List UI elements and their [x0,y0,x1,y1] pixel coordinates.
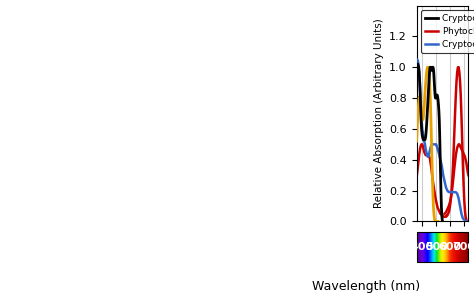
Text: 700: 700 [453,242,474,252]
Text: 600: 600 [438,242,462,252]
Y-axis label: Relative Absorption (Arbitrary Units): Relative Absorption (Arbitrary Units) [374,18,383,208]
Text: Wavelength (nm): Wavelength (nm) [312,280,420,293]
Text: 500: 500 [425,242,447,252]
Text: 400: 400 [410,242,434,252]
Bar [417,232,468,262]
Legend: Cryptochrome FAD, Phytochrome P$_{fr}$, Cryptochrome FADH·, Phototropin LOV, Phy: Cryptochrome FAD, Phytochrome P$_{fr}$, … [421,10,474,53]
